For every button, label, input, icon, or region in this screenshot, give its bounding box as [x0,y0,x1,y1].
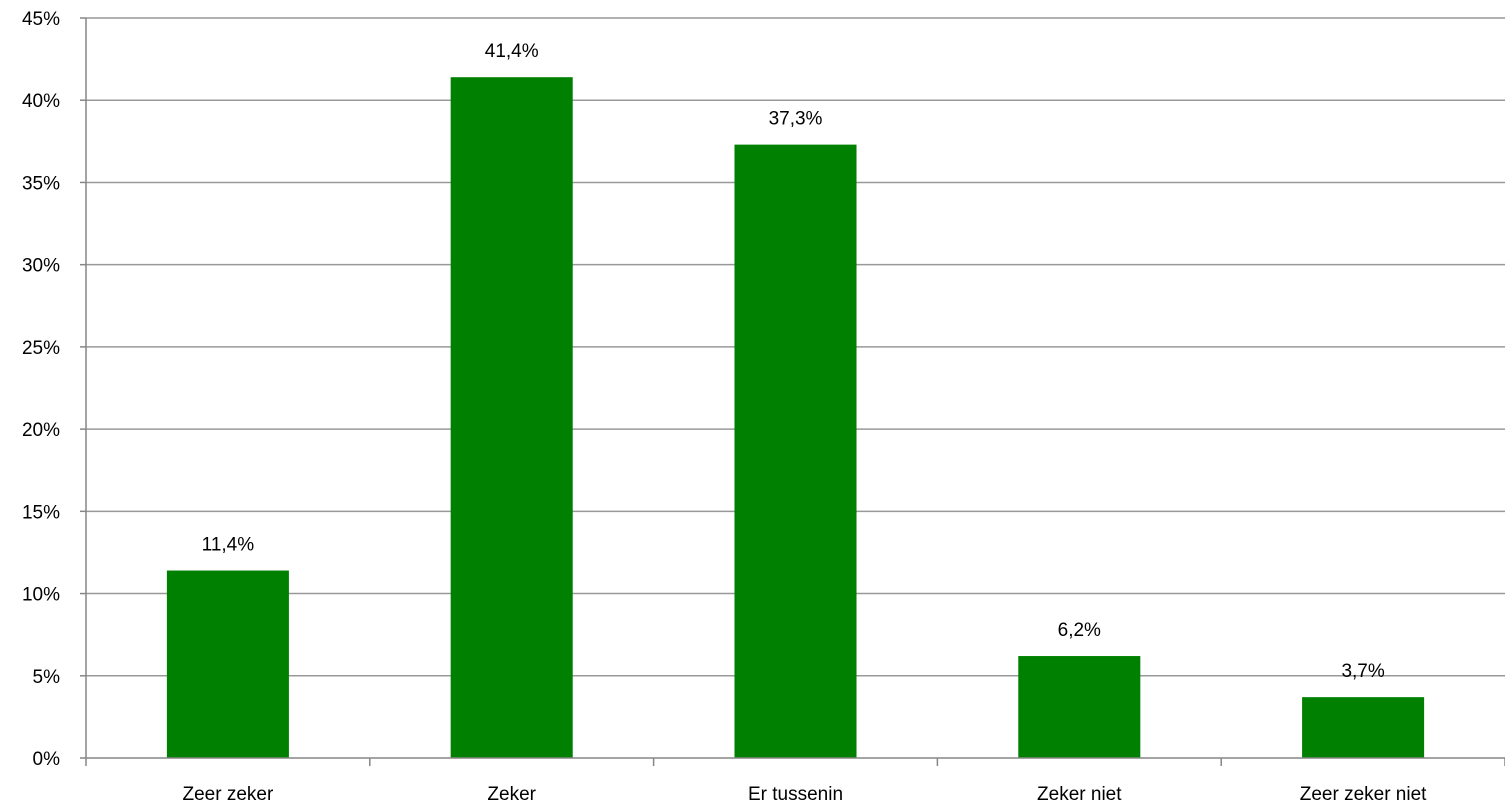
data-label: 11,4% [202,535,255,556]
bar-er-tussenin [734,144,857,759]
data-label: 3,7% [1341,661,1384,682]
bars [166,77,1425,759]
y-tick-label: 25% [22,338,60,359]
bar-zeer-zeker [166,570,289,758]
y-tick-label: 35% [22,173,60,194]
y-tick-label: 0% [33,749,61,770]
y-tick-label: 40% [22,91,60,112]
axes [80,17,1505,766]
bar-zeer-zeker-niet [1302,697,1425,758]
y-tick-label: 30% [22,256,60,277]
labels: 0% 5% 10% 15% 20% 25% 30% 35% 40% 45% 11,4% Zeer ze… [22,9,1427,805]
x-category-label: Zeer zeker niet [1300,784,1427,805]
x-category-label: Zeer zeker [182,784,273,805]
data-label: 37,3% [769,109,823,130]
x-category-label: Er tussenin [748,784,843,805]
y-tick-label: 20% [22,420,60,441]
x-category-label: Zeker [487,784,536,805]
bar-zeker [450,77,573,758]
x-category-label: Zeker niet [1037,784,1122,805]
y-tick-label: 15% [22,502,60,523]
bar-zeker-niet [1018,656,1141,758]
y-tick-label: 10% [22,585,60,606]
data-label: 6,2% [1058,620,1101,641]
y-tick-label: 5% [33,667,61,688]
y-tick-label: 45% [22,9,60,30]
data-label: 41,4% [485,41,539,62]
